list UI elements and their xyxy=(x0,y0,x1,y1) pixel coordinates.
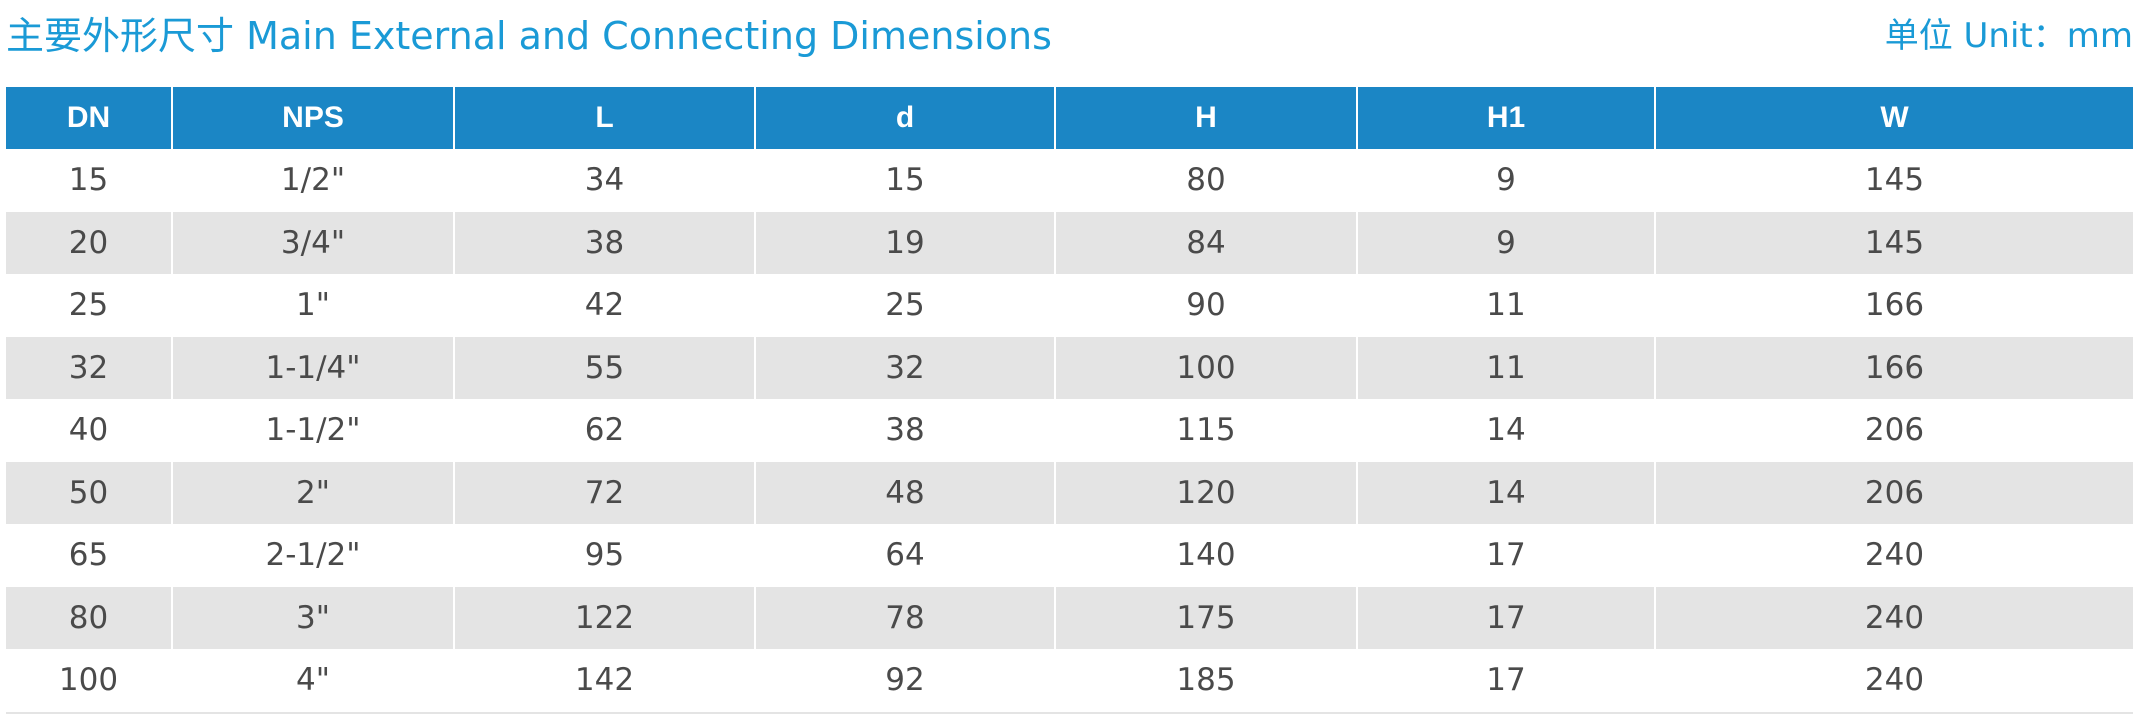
table-cell: 11 xyxy=(1357,336,1656,399)
table-cell: 14 xyxy=(1357,461,1656,524)
table-row: 15 1/2" 34 15 80 9 145 xyxy=(6,149,2133,212)
table-cell: 78 xyxy=(755,586,1056,649)
column-header-dn: DN xyxy=(6,87,173,149)
table-cell: 11 xyxy=(1357,274,1656,337)
table-cell: 2" xyxy=(172,461,455,524)
dimensions-table: DN NPS L d H H1 W 15 1/2" 34 15 80 9 145… xyxy=(6,87,2133,714)
table-cell: 15 xyxy=(755,149,1056,212)
table-cell: 166 xyxy=(1864,287,1925,324)
table-row: 100 4" 142 92 185 17 240 xyxy=(6,649,2133,714)
table-cell: 14 xyxy=(1357,399,1656,462)
table-cell: 38 xyxy=(454,211,756,274)
table-cell: 140 xyxy=(1055,524,1358,587)
table-cell: 120 xyxy=(1055,461,1358,524)
table-cell: 3/4" xyxy=(172,211,455,274)
table-cell: 38 xyxy=(755,399,1056,462)
table-cell: 80 xyxy=(1055,149,1358,212)
table-header-row: DN NPS L d H H1 W xyxy=(6,87,2133,149)
page-title: 主要外形尺寸 Main External and Connecting Dime… xyxy=(6,14,1052,58)
column-header-h1: H1 xyxy=(1357,87,1656,149)
table-cell: 64 xyxy=(755,524,1056,587)
table-cell: 17 xyxy=(1357,586,1656,649)
unit-label: 单位 Unit：mm xyxy=(1884,16,2133,56)
table-cell: 145 xyxy=(1655,211,2133,274)
column-header-d: d xyxy=(755,87,1056,149)
table-cell: 240 xyxy=(1655,649,2133,714)
table-cell: 142 xyxy=(454,649,756,714)
table-cell: 175 xyxy=(1055,586,1358,649)
table-row: 80 3" 122 78 175 17 240 xyxy=(6,586,2133,649)
table-cell: 166 xyxy=(1655,336,2133,399)
table-cell: 42 xyxy=(454,274,756,337)
table-cell: 100 xyxy=(1055,336,1358,399)
table-row: 20 3/4" 38 19 84 9 145 xyxy=(6,211,2133,274)
table-cell: 32 xyxy=(6,336,173,399)
table-cell: 15 xyxy=(6,149,173,212)
table-cell: 185 xyxy=(1055,649,1358,714)
table-cell: 240 xyxy=(1655,586,2133,649)
table-row: 32 1-1/4" 55 32 100 11 166 xyxy=(6,336,2133,399)
table-cell: 1-1/2" xyxy=(172,399,455,462)
table-cell: 206 xyxy=(1655,461,2133,524)
table-cell: 25 xyxy=(755,274,1056,337)
column-header-l: L xyxy=(454,87,756,149)
table-cell: 115 xyxy=(1055,399,1358,462)
table-cell: 17 xyxy=(1357,524,1656,587)
table-cell: 90 xyxy=(1055,274,1358,337)
table-cell: 25 xyxy=(6,274,173,337)
table-row: 40 1-1/2" 62 38 115 14 206 xyxy=(6,399,2133,462)
table-cell: 206 xyxy=(1864,412,1925,449)
table-cell: 9 xyxy=(1357,149,1656,212)
column-header-h: H xyxy=(1055,87,1358,149)
table-cell: 84 xyxy=(1055,211,1358,274)
table-cell: 32 xyxy=(755,336,1056,399)
table-cell: 145 xyxy=(1864,162,1925,199)
table-cell: 1/2" xyxy=(172,149,455,212)
table-cell: 122 xyxy=(454,586,756,649)
table-cell: 1-1/4" xyxy=(172,336,455,399)
table-cell: 1" xyxy=(172,274,455,337)
table-cell: 34 xyxy=(454,149,756,212)
table-cell: 80 xyxy=(6,586,173,649)
column-header-w: W xyxy=(1655,87,2133,149)
table-cell: 240 xyxy=(1864,537,1925,574)
table-cell: 20 xyxy=(6,211,173,274)
table-cell: 2-1/2" xyxy=(172,524,455,587)
table-cell: 17 xyxy=(1357,649,1656,714)
table-cell: 65 xyxy=(6,524,173,587)
table-cell: 3" xyxy=(172,586,455,649)
table-row: 50 2" 72 48 120 14 206 xyxy=(6,461,2133,524)
table-cell: 19 xyxy=(755,211,1056,274)
table-cell: 95 xyxy=(454,524,756,587)
table-cell: 4" xyxy=(172,649,455,714)
table-row: 65 2-1/2" 95 64 140 17 240 xyxy=(6,524,2133,587)
table-cell: 72 xyxy=(454,461,756,524)
table-row: 25 1" 42 25 90 11 166 xyxy=(6,274,2133,337)
table-cell: 92 xyxy=(755,649,1056,714)
table-cell: 40 xyxy=(6,399,173,462)
table-cell: 9 xyxy=(1357,211,1656,274)
table-cell: 50 xyxy=(6,461,173,524)
table-cell: 100 xyxy=(6,649,173,714)
column-header-nps: NPS xyxy=(172,87,455,149)
table-cell: 48 xyxy=(755,461,1056,524)
table-cell: 62 xyxy=(454,399,756,462)
table-cell: 55 xyxy=(454,336,756,399)
